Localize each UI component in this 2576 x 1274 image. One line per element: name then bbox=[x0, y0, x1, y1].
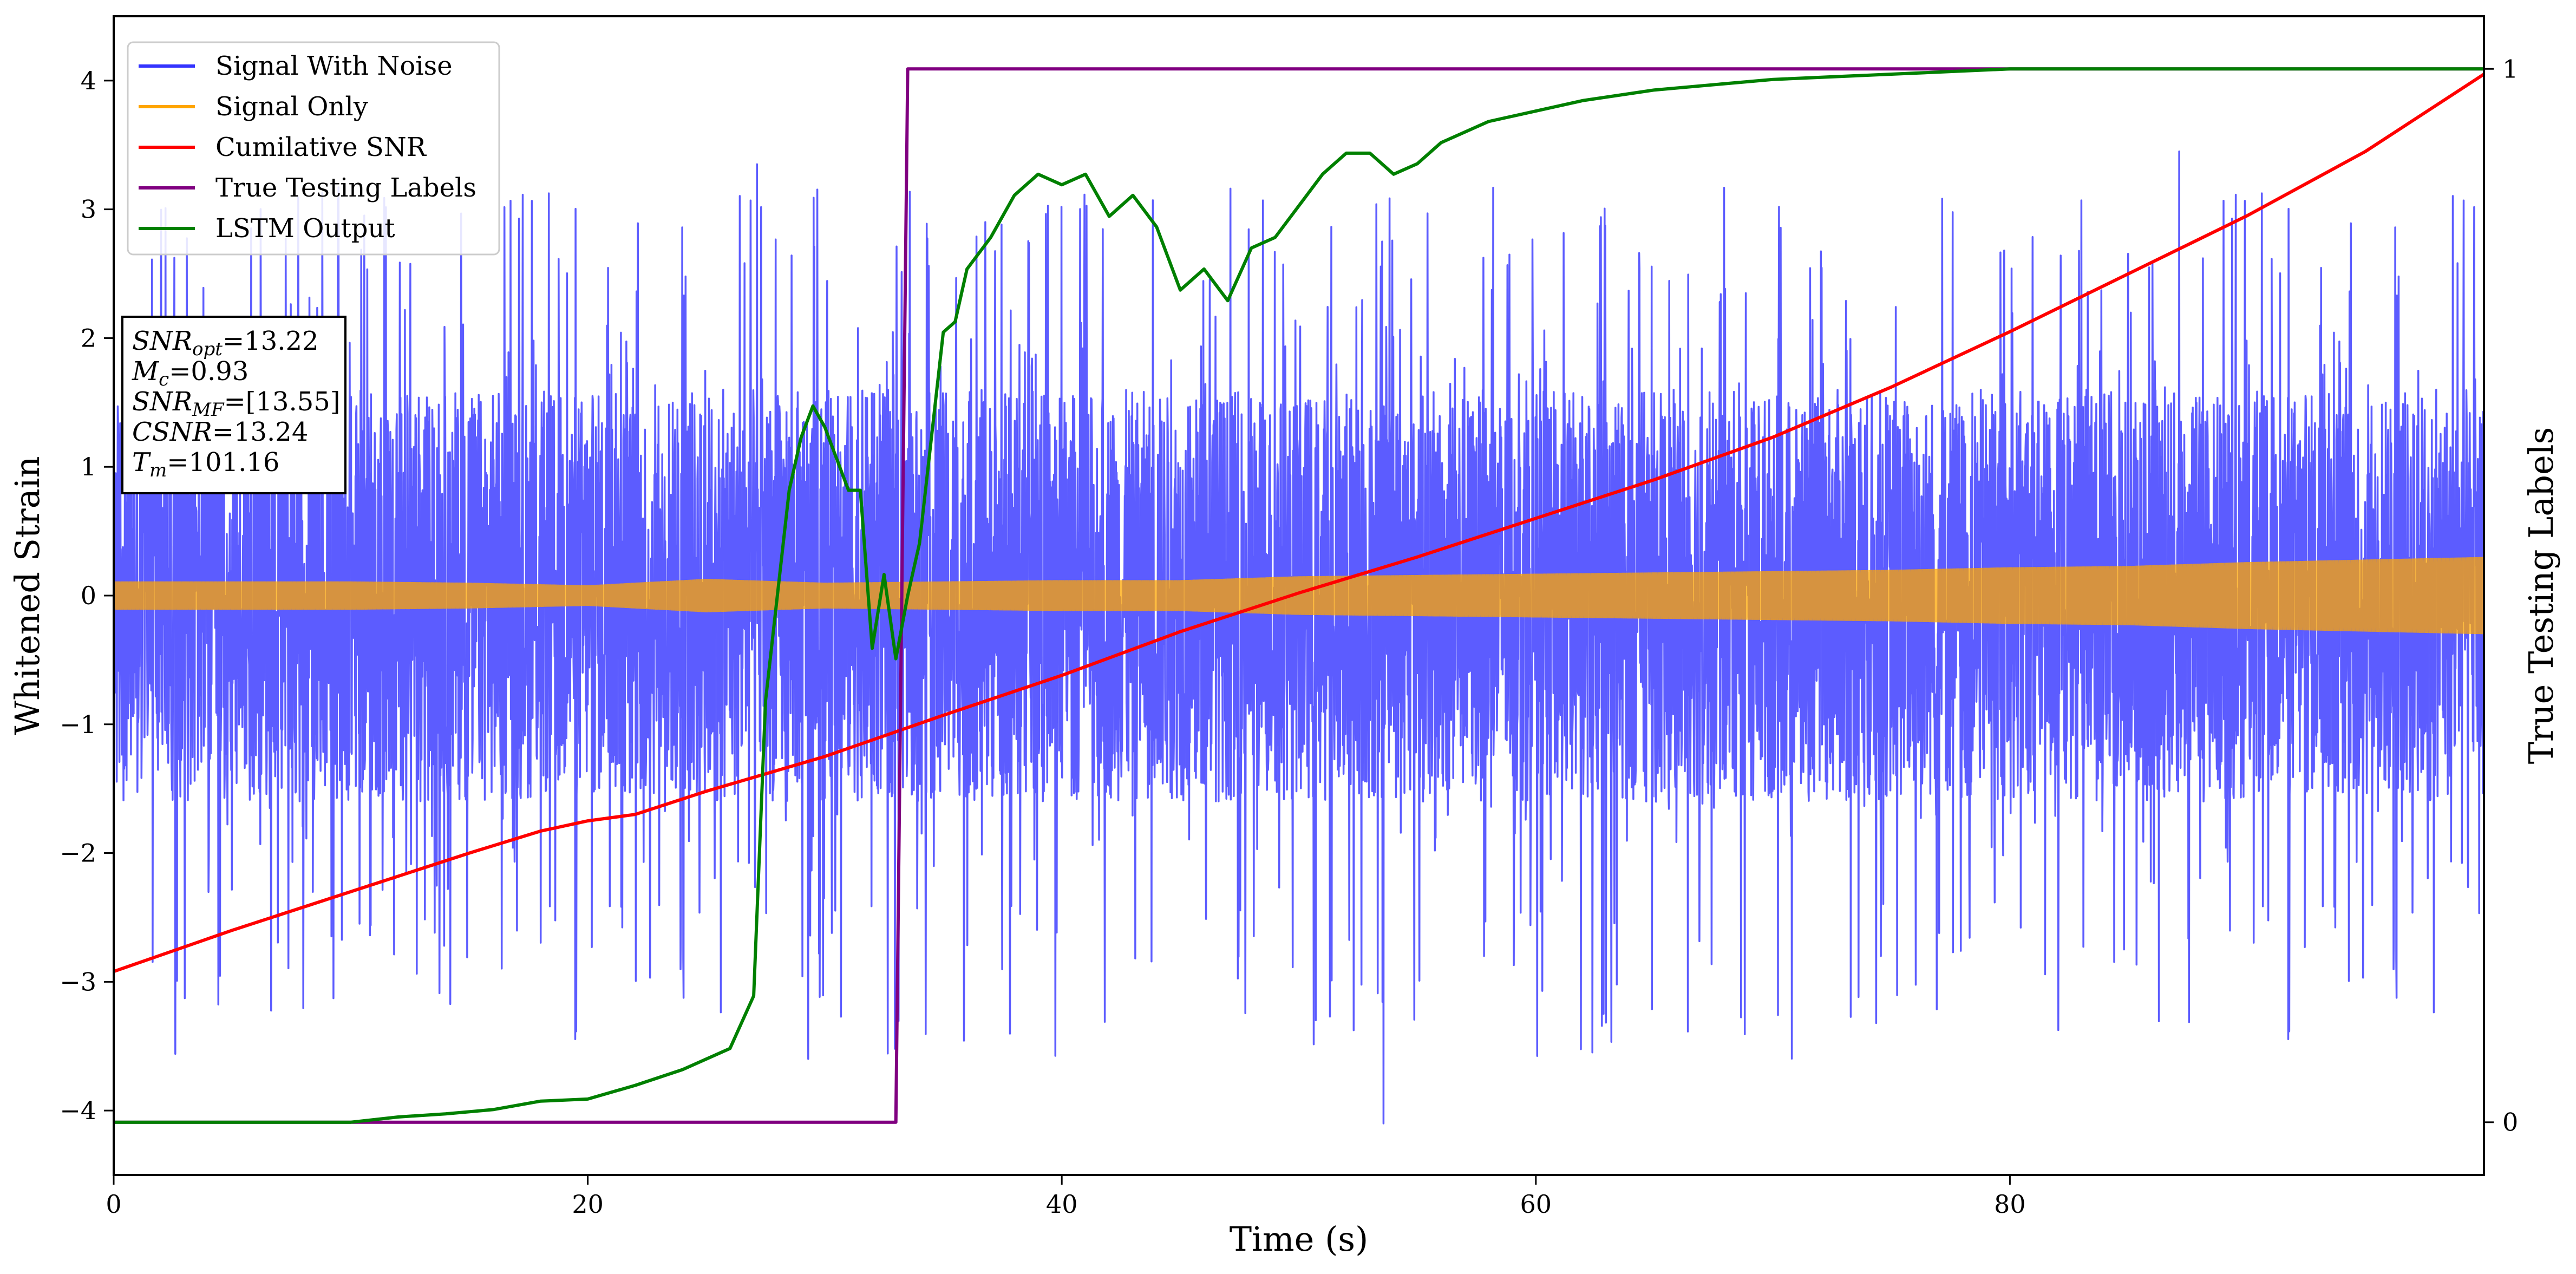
legend-label-signal-only: Signal Only bbox=[215, 92, 368, 122]
legend-label-cumilative-snr: Cumilative SNR bbox=[215, 132, 427, 162]
y-axis-left: −4 −3 −2 −1 0 1 2 3 4 bbox=[60, 66, 114, 1125]
stats-annotation: SNRopt=13.22Mc=0.93SNRMF=[13.55]CSNR=13.… bbox=[121, 316, 346, 494]
y-axis-label: Whitened Strain bbox=[8, 456, 47, 735]
series-signal-with-noise bbox=[114, 150, 2484, 1125]
series-lstm-output bbox=[114, 67, 2484, 1124]
x-tick-label: 80 bbox=[1994, 1190, 2026, 1219]
annotation-line: Tm=101.16 bbox=[132, 447, 279, 481]
x-axis: 0 20 40 60 80 bbox=[106, 1175, 2026, 1219]
series-cumulative-snr bbox=[114, 73, 2484, 974]
annotation-line: Mc=0.93 bbox=[132, 356, 249, 390]
x-tick-label: 60 bbox=[1520, 1190, 1552, 1219]
legend-label-true-testing-labels: True Testing Labels bbox=[215, 173, 476, 203]
y-tick-label: −3 bbox=[60, 967, 96, 996]
legend-box bbox=[127, 41, 500, 256]
y2-tick-label: 1 bbox=[2502, 54, 2518, 83]
y-tick-label: −1 bbox=[60, 710, 96, 739]
y-tick-label: 4 bbox=[81, 66, 96, 95]
y-tick-label: 2 bbox=[81, 323, 96, 352]
x-axis-label: Time (s) bbox=[1230, 1219, 1369, 1259]
annotation-line: SNRopt=13.22 bbox=[132, 326, 319, 360]
x-tick-label: 20 bbox=[572, 1190, 604, 1219]
y2-axis-label: True Testing Labels bbox=[2521, 427, 2561, 765]
y-tick-label: 0 bbox=[81, 581, 96, 610]
x-tick-label: 0 bbox=[106, 1190, 121, 1219]
legend-label-lstm-output: LSTM Output bbox=[215, 213, 395, 244]
series-layer bbox=[114, 67, 2484, 1125]
legend: Signal With Noise Signal Only Cumilative S… bbox=[127, 41, 500, 256]
y-tick-label: 3 bbox=[81, 195, 96, 224]
y-axis-right: 01 bbox=[2484, 54, 2518, 1137]
y-tick-label: −4 bbox=[60, 1096, 96, 1125]
y-tick-label: −2 bbox=[60, 839, 96, 868]
x-tick-label: 40 bbox=[1046, 1190, 1078, 1219]
series-signal-only bbox=[114, 557, 2484, 635]
annotation-box bbox=[121, 316, 346, 494]
legend-label-signal-with-noise: Signal With Noise bbox=[215, 51, 453, 81]
series-true-testing-labels bbox=[114, 67, 2484, 1124]
y-tick-label: 1 bbox=[81, 452, 96, 481]
annotation-line: SNRMF=[13.55] bbox=[132, 387, 341, 421]
annotation-line: CSNR=13.24 bbox=[132, 417, 308, 447]
y2-tick-label: 0 bbox=[2502, 1108, 2518, 1137]
